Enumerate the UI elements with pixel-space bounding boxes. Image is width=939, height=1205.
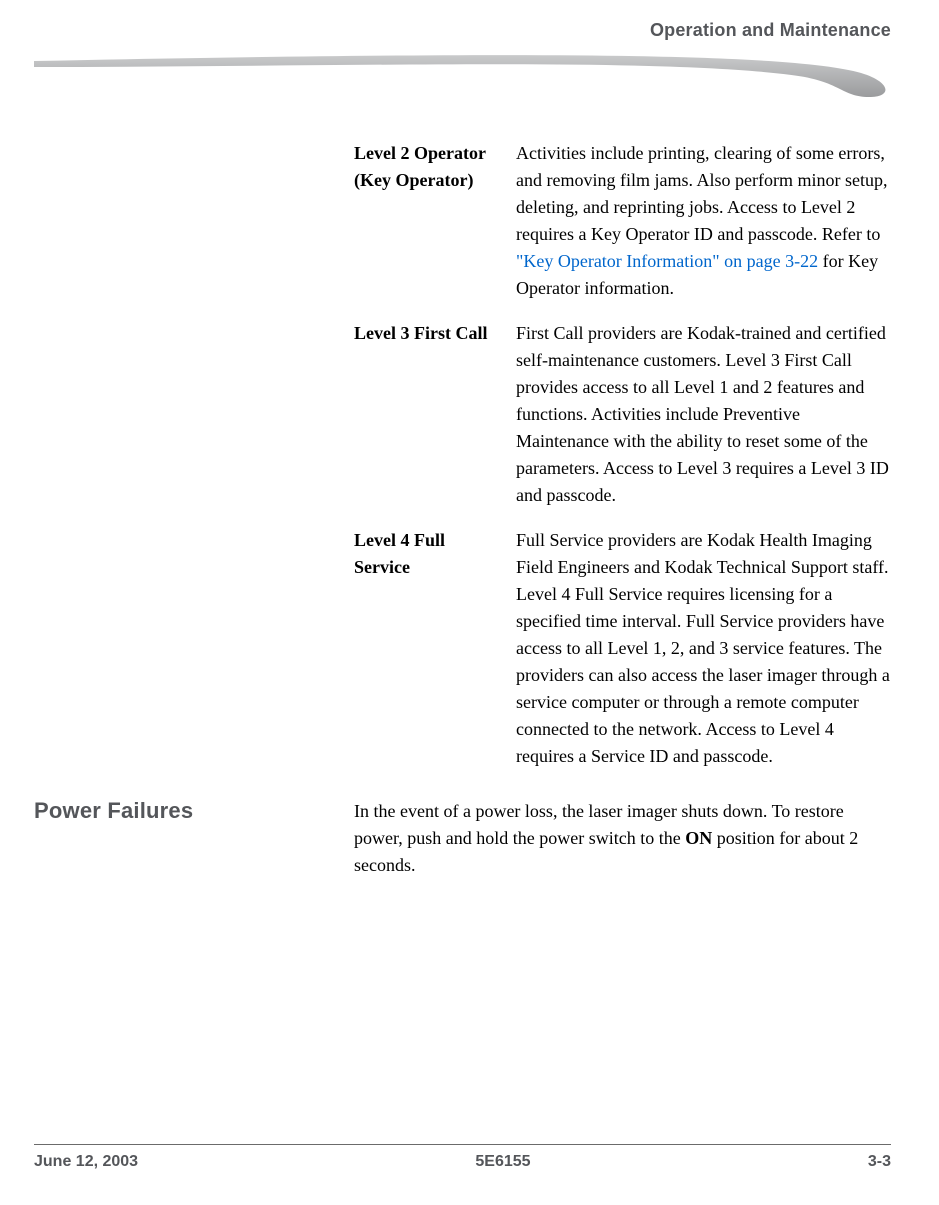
term-line1: Level 4 Full Service [354,530,445,577]
definition-description: Full Service providers are Kodak Health … [516,527,891,770]
definition-row: Level 4 Full Service Full Service provid… [34,527,891,770]
term-line2: (Key Operator) [354,167,504,194]
definition-term: Level 2 Operator (Key Operator) [354,140,516,302]
definition-row: Level 2 Operator (Key Operator) Activiti… [34,140,891,302]
running-head: Operation and Maintenance [34,20,891,41]
definition-term: Level 4 Full Service [354,527,516,770]
footer-docnum: 5E6155 [475,1153,530,1171]
desc-text-pre: Activities include printing, clearing of… [516,143,887,244]
term-line1: Level 2 Operator [354,143,486,163]
definition-description: First Call providers are Kodak-trained a… [516,320,891,509]
term-line1: Level 3 First Call [354,323,487,343]
left-gutter [34,320,354,509]
desc-text: First Call providers are Kodak-trained a… [516,323,889,505]
page-footer: June 12, 2003 5E6155 3-3 [34,1144,891,1171]
left-gutter [34,527,354,770]
desc-text: Full Service providers are Kodak Health … [516,530,890,766]
definition-row: Level 3 First Call First Call providers … [34,320,891,509]
section-body: In the event of a power loss, the laser … [354,798,891,879]
section-heading: Power Failures [34,798,354,879]
section-body-bold: ON [685,828,712,848]
left-gutter [34,140,354,302]
footer-pagenum: 3-3 [868,1153,891,1171]
header-swoosh-icon [34,47,891,107]
definition-term: Level 3 First Call [354,320,516,509]
cross-reference-link[interactable]: "Key Operator Information" on page 3-22 [516,251,818,271]
definition-description: Activities include printing, clearing of… [516,140,891,302]
page: Operation and Maintenance Level 2 Operat… [0,0,939,1205]
section-row: Power Failures In the event of a power l… [34,798,891,879]
footer-date: June 12, 2003 [34,1153,138,1171]
